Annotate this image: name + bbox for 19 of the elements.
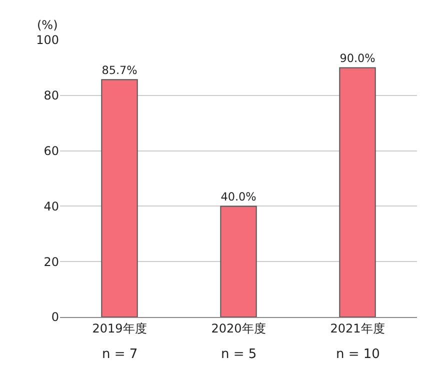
- bar: [339, 67, 376, 317]
- y-tick-label: 20: [44, 254, 59, 269]
- y-tick-label: 0: [51, 310, 59, 324]
- data-label: 85.7%: [102, 64, 138, 77]
- bar: [220, 206, 257, 317]
- text: n = 10: [336, 347, 380, 362]
- text: n = 7: [102, 347, 138, 362]
- x-tick-label: 2019年度: [92, 321, 147, 336]
- data-label: 90.0%: [340, 52, 376, 65]
- y-tick-label: 60: [44, 144, 59, 158]
- y-tick-label: 100: [36, 33, 59, 48]
- x-tick-label: 2021年度: [330, 321, 385, 336]
- y-axis-title: (%): [37, 18, 58, 32]
- data-label: 40.0%: [220, 190, 257, 204]
- y-tick-label: 40: [44, 199, 59, 214]
- text: n = 5: [221, 347, 257, 362]
- y-tick-label: 80: [44, 88, 59, 103]
- x-tick-label: 2020年度: [211, 321, 266, 336]
- bar: [101, 79, 138, 317]
